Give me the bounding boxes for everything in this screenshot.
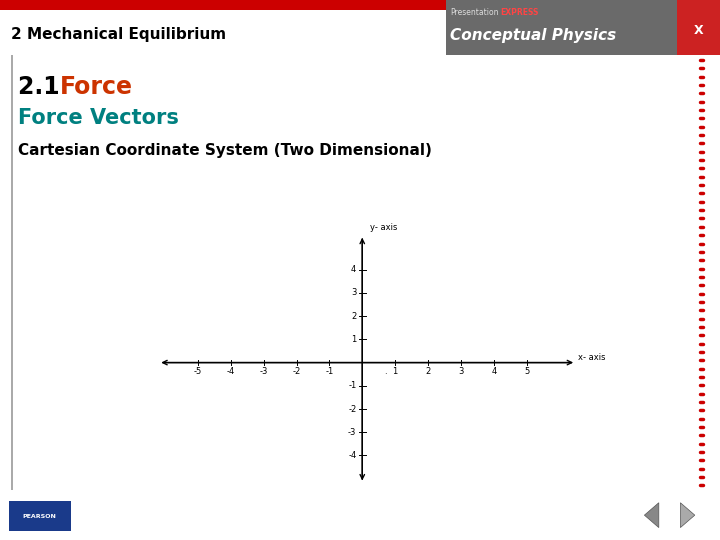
Text: -4: -4 — [227, 367, 235, 376]
Text: -4: -4 — [348, 451, 356, 460]
Text: 3: 3 — [351, 288, 356, 298]
Text: Conceptual Physics: Conceptual Physics — [450, 28, 616, 43]
Text: PEARSON: PEARSON — [22, 514, 57, 518]
Text: Force: Force — [60, 75, 133, 99]
Text: Cartesian Coordinate System (Two Dimensional): Cartesian Coordinate System (Two Dimensi… — [18, 143, 432, 158]
Bar — [0, 0, 720, 10]
Text: 2.1: 2.1 — [18, 75, 68, 99]
Text: 3: 3 — [458, 367, 464, 376]
Text: 2: 2 — [351, 312, 356, 321]
Text: Presentation: Presentation — [450, 8, 498, 17]
Text: -1: -1 — [325, 367, 333, 376]
Text: 5: 5 — [524, 367, 529, 376]
Text: y- axis: y- axis — [371, 223, 398, 232]
Text: 4: 4 — [491, 367, 496, 376]
Bar — [446, 0, 677, 55]
Text: Force Vectors: Force Vectors — [18, 109, 179, 129]
Polygon shape — [644, 503, 659, 528]
Text: -1: -1 — [348, 381, 356, 390]
Text: x- axis: x- axis — [577, 353, 605, 362]
Text: 2 Mechanical Equilibrium: 2 Mechanical Equilibrium — [11, 26, 226, 42]
Text: X: X — [693, 24, 703, 37]
Bar — [9, 501, 71, 531]
Text: -5: -5 — [194, 367, 202, 376]
Polygon shape — [680, 503, 695, 528]
Text: -2: -2 — [292, 367, 301, 376]
Text: 4: 4 — [351, 265, 356, 274]
Text: -3: -3 — [348, 428, 356, 437]
Text: 1: 1 — [351, 335, 356, 344]
Text: EXPRESS: EXPRESS — [500, 8, 539, 17]
Text: 2: 2 — [426, 367, 431, 376]
Text: 1: 1 — [392, 367, 397, 376]
Text: .: . — [384, 367, 387, 376]
Text: -2: -2 — [348, 404, 356, 414]
Bar — [677, 0, 720, 55]
Text: -3: -3 — [259, 367, 268, 376]
